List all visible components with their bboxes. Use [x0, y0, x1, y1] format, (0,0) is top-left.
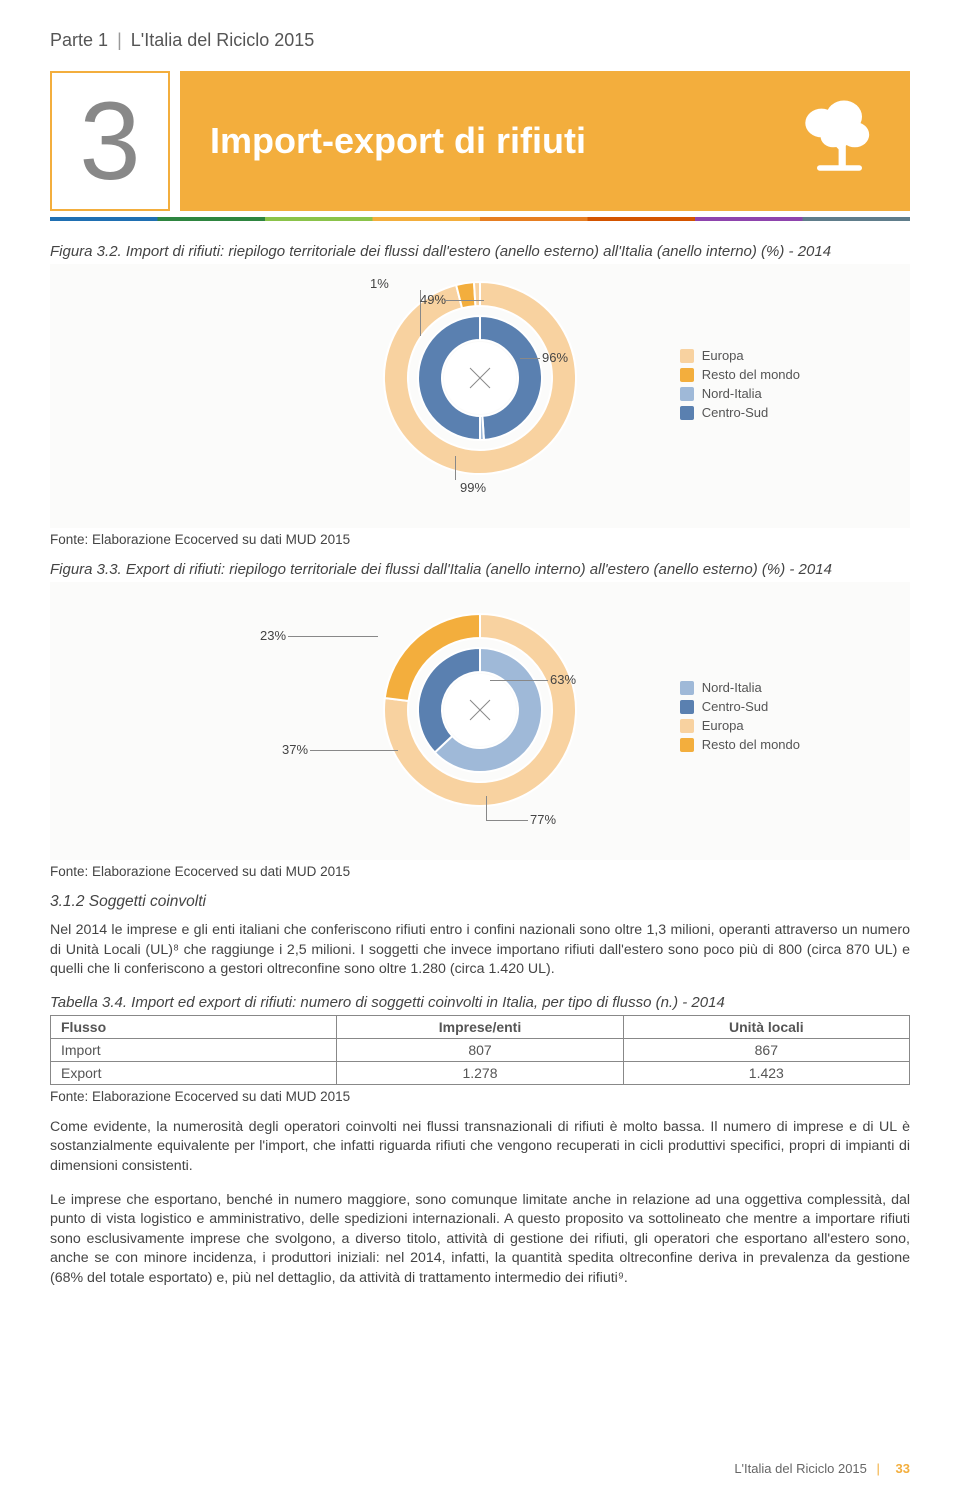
legend-swatch	[680, 719, 694, 733]
fig32-label-49pct: 49%	[420, 292, 446, 307]
chapter-number: 3	[50, 71, 170, 211]
page-footer: L'Italia del Riciclo 2015 | 33	[734, 1461, 910, 1476]
chapter-title-text: Import-export di rifiuti	[210, 120, 586, 162]
table-cell: Export	[51, 1061, 337, 1084]
section-312-p1: Nel 2014 le imprese e gli enti italiani …	[50, 921, 910, 980]
table-header: Flusso	[51, 1015, 337, 1038]
chapter-header: 3 Import-export di rifiuti	[50, 71, 910, 211]
callout-line	[444, 300, 484, 301]
legend-item: Resto del mondo	[680, 367, 800, 382]
table-header: Imprese/enti	[337, 1015, 623, 1038]
legend-label: Centro-Sud	[702, 405, 768, 420]
table-row: Export1.2781.423	[51, 1061, 910, 1084]
table-row: Import807867	[51, 1038, 910, 1061]
breadcrumb-sep: |	[117, 30, 122, 50]
fig33-label-37pct: 37%	[282, 742, 308, 757]
legend-item: Resto del mondo	[680, 737, 800, 752]
legend-label: Europa	[702, 718, 744, 733]
table34-caption: Tabella 3.4. Import ed export di rifiuti…	[50, 994, 910, 1011]
legend-label: Nord-Italia	[702, 680, 762, 695]
legend-item: Nord-Italia	[680, 386, 800, 401]
footer-doc: L'Italia del Riciclo 2015	[734, 1461, 867, 1476]
legend-swatch	[680, 681, 694, 695]
table34-source: Fonte: Elaborazione Ecocerved su dati MU…	[50, 1089, 910, 1104]
para-3: Le imprese che esportano, benché in nume…	[50, 1191, 910, 1289]
legend-label: Resto del mondo	[702, 367, 800, 382]
legend-swatch	[680, 700, 694, 714]
fig32-chart: 1% 49% 96% Europa Resto del mondo Nord-Ita…	[50, 264, 910, 528]
footer-sep: |	[877, 1461, 880, 1476]
section-312-heading: 3.1.2 Soggetti coinvolti	[50, 893, 910, 911]
fig33-label-63pct: 63%	[550, 672, 576, 687]
fig33-donut	[380, 610, 580, 810]
breadcrumb: Parte 1 | L'Italia del Riciclo 2015	[50, 30, 910, 51]
breadcrumb-part: Parte 1	[50, 30, 108, 50]
fig33-source: Fonte: Elaborazione Ecocerved su dati MU…	[50, 864, 910, 879]
table-cell: 1.423	[623, 1061, 909, 1084]
rainbow-divider	[50, 217, 910, 221]
table-cell: 1.278	[337, 1061, 623, 1084]
fig33-label-77pct: 77%	[530, 812, 556, 827]
fig33-label-23pct: 23%	[260, 628, 286, 643]
callout-line	[490, 680, 548, 681]
table-header: Unità locali	[623, 1015, 909, 1038]
table34: FlussoImprese/entiUnità locali Import807…	[50, 1015, 910, 1085]
legend-label: Europa	[702, 348, 744, 363]
callout-line	[520, 358, 540, 359]
legend-item: Centro-Sud	[680, 699, 800, 714]
legend-label: Resto del mondo	[702, 737, 800, 752]
legend-swatch	[680, 406, 694, 420]
callout-line	[486, 796, 487, 820]
fig32-caption: Figura 3.2. Import di rifiuti: riepilogo…	[50, 243, 910, 260]
table-cell: Import	[51, 1038, 337, 1061]
legend-item: Europa	[680, 348, 800, 363]
callout-line	[486, 820, 528, 821]
legend-swatch	[680, 387, 694, 401]
legend-item: Europa	[680, 718, 800, 733]
table-cell: 807	[337, 1038, 623, 1061]
footer-page: 33	[896, 1461, 910, 1476]
fig32-donut	[380, 278, 580, 478]
fig32-source: Fonte: Elaborazione Ecocerved su dati MU…	[50, 532, 910, 547]
chapter-title: Import-export di rifiuti	[180, 71, 910, 211]
legend-item: Centro-Sud	[680, 405, 800, 420]
fig32-legend: Europa Resto del mondo Nord-Italia Centro-S…	[680, 348, 800, 424]
tree-icon	[790, 92, 880, 191]
legend-label: Nord-Italia	[702, 386, 762, 401]
legend-swatch	[680, 738, 694, 752]
fig32-label-1pct: 1%	[370, 276, 389, 291]
fig32-label-99pct: 99%	[460, 480, 486, 495]
legend-swatch	[680, 349, 694, 363]
breadcrumb-title: L'Italia del Riciclo 2015	[131, 30, 315, 50]
table-cell: 867	[623, 1038, 909, 1061]
callout-line	[288, 636, 378, 637]
legend-swatch	[680, 368, 694, 382]
callout-line	[310, 750, 398, 751]
para-2: Come evidente, la numerosità degli opera…	[50, 1118, 910, 1177]
legend-item: Nord-Italia	[680, 680, 800, 695]
legend-label: Centro-Sud	[702, 699, 768, 714]
callout-line	[455, 456, 456, 480]
fig32-label-96pct: 96%	[542, 350, 568, 365]
fig33-legend: Nord-Italia Centro-Sud Europa Resto del mon…	[680, 680, 800, 756]
fig33-chart: 23% 63% 37% Nord-Italia Centro-Sud Europa R…	[50, 582, 910, 860]
fig33-caption: Figura 3.3. Export di rifiuti: riepilogo…	[50, 561, 910, 578]
